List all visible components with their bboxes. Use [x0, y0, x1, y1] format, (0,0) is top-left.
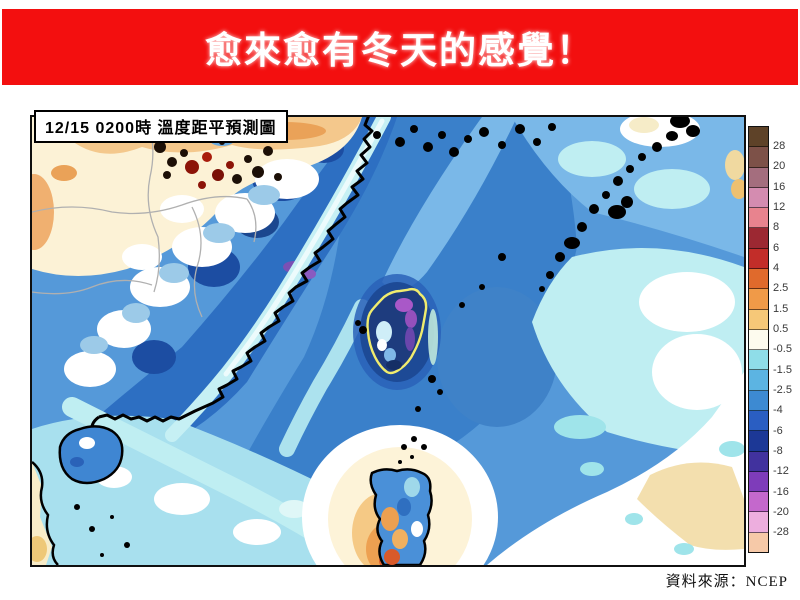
- colorbar-label: 0.5: [773, 322, 789, 335]
- china-coastline: [87, 117, 556, 450]
- ocean-light-regions: [382, 117, 744, 457]
- colorbar-label: 2.5: [773, 282, 789, 295]
- colorbar-label: 4: [773, 261, 780, 274]
- source-caption: 資料來源：NCEP: [665, 574, 788, 590]
- weather-map: 12/15 0200時 溫度距平預測圖: [30, 110, 746, 567]
- colorbar-label: 12: [773, 200, 786, 213]
- hainan-island: [58, 425, 124, 485]
- colorbar-label: 28: [773, 139, 786, 152]
- colorbar-cell: [749, 228, 768, 249]
- taiwan-island: [353, 274, 443, 412]
- colorbar-label: -8: [773, 444, 783, 457]
- ryukyu-islands: [459, 117, 700, 308]
- colorbar-label: -4: [773, 404, 783, 417]
- colorbar-label: -1.5: [773, 363, 792, 376]
- colorbar-label: 6: [773, 241, 780, 254]
- colorbar-cell: [749, 127, 768, 148]
- map-title-box: 12/15 0200時 溫度距平預測圖: [34, 110, 288, 143]
- colorbar-label: -6: [773, 424, 783, 437]
- province-boundary-lines: [32, 117, 257, 318]
- colorbar-cell: [749, 431, 768, 452]
- colorbar-cell: [749, 329, 768, 351]
- coastal-bright-strip: [165, 117, 391, 457]
- headline-title: 愈來愈有冬天的感覺！: [205, 30, 595, 71]
- colorbar-cell: [749, 471, 768, 493]
- colorbar-label: 20: [773, 160, 786, 173]
- colorbar-label: -2.5: [773, 383, 792, 396]
- colorbar-cell: [749, 451, 768, 472]
- colorbar-labels: 28 20 16 12 8 6 4 2.5 1.5 0.5 -0.5 -1.5 -2.5 -4 -6 -8 -1…: [773, 126, 800, 553]
- colorbar-cell: [749, 248, 768, 269]
- colorbar: [748, 126, 769, 553]
- colorbar-cell: [749, 512, 768, 533]
- colorbar-cell: [749, 309, 768, 330]
- colorbar-cell: [749, 289, 768, 310]
- map-title: 12/15 0200時 溫度距平預測圖: [45, 120, 277, 137]
- colorbar-cell: [749, 390, 768, 411]
- colorbar-label: -0.5: [773, 343, 792, 356]
- colorbar-cell: [749, 410, 768, 432]
- colorbar-label: -20: [773, 505, 789, 518]
- colorbar-cell: [749, 187, 768, 209]
- vietnam-coast: [32, 461, 130, 565]
- colorbar-label: -28: [773, 526, 789, 539]
- colorbar-label: 1.5: [773, 302, 789, 315]
- headline-banner: 愈來愈有冬天的感覺！: [2, 9, 798, 85]
- weather-map-art: [32, 117, 744, 565]
- colorbar-cell: [749, 147, 768, 168]
- colorbar-label: 8: [773, 221, 780, 234]
- colorbar-cell: [749, 532, 768, 552]
- colorbar-cell: [749, 492, 768, 513]
- colorbar-label: 16: [773, 180, 786, 193]
- colorbar-cell: [749, 167, 768, 188]
- colorbar-cell: [749, 208, 768, 229]
- colorbar-cell: [749, 268, 768, 290]
- colorbar-label: -16: [773, 485, 789, 498]
- colorbar-cell: [749, 370, 768, 391]
- luzon-island: [302, 425, 498, 565]
- warm-zone-bottom-right: [487, 372, 744, 565]
- colorbar-cell: [749, 350, 768, 371]
- colorbar-label: -12: [773, 465, 789, 478]
